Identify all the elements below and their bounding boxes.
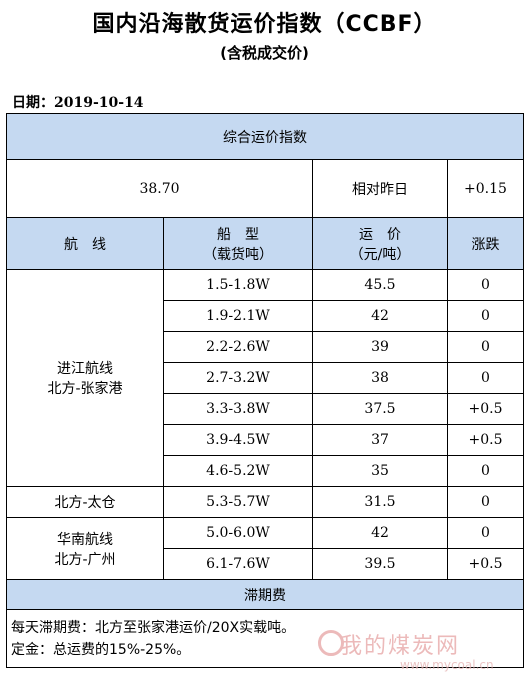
freight-price-cell: 42 xyxy=(312,517,448,549)
ship-header-line1: 船 型 xyxy=(217,226,259,243)
freight-price-cell: 37.5 xyxy=(312,393,448,425)
ship-type-cell: 2.7-3.2W xyxy=(163,362,313,394)
table-row: 4.6-5.2W 35 0 xyxy=(7,455,524,487)
page-subtitle: (含税成交价) xyxy=(220,44,309,62)
price-change-cell: 0 xyxy=(447,455,524,487)
page-title: 国内沿海散货运价指数（CCBF） xyxy=(92,12,437,37)
ship-type-cell: 5.0-6.0W xyxy=(163,517,313,549)
freight-price-cell: 35 xyxy=(312,455,448,487)
table-row: 6.1-7.6W 39.5 +0.5 xyxy=(7,548,524,580)
ship-type-cell: 3.3-3.8W xyxy=(163,393,313,425)
price-change-cell: 0 xyxy=(447,331,524,363)
freight-index-table: 综合运价指数 38.70 相对昨日 +0.15 航 线 船 型 （载货吨） 运 … xyxy=(6,113,524,668)
price-change-cell: 0 xyxy=(447,486,524,518)
table-row: 3.3-3.8W 37.5 +0.5 xyxy=(7,393,524,425)
ship-type-cell: 1.5-1.8W xyxy=(163,269,313,301)
route-name-line1: 华南航线 xyxy=(57,531,113,548)
route-name-line1: 进江航线 xyxy=(57,361,113,377)
freight-price-cell: 42 xyxy=(312,300,448,332)
ship-type-cell: 1.9-2.1W xyxy=(163,300,313,332)
column-header-route: 航 线 xyxy=(6,217,164,270)
ship-type-cell: 2.2-2.6W xyxy=(163,331,313,363)
composite-index-value: 38.70 xyxy=(6,159,313,218)
compare-label: 相对昨日 xyxy=(312,159,448,218)
freight-price-cell: 37 xyxy=(312,424,448,456)
route-name-line2: 北方-广州 xyxy=(54,551,116,568)
table-row: 华南航线 北方-广州 5.0-6.0W 42 0 xyxy=(6,517,524,580)
price-change-cell: 0 xyxy=(447,269,524,301)
demurrage-header: 滞期费 xyxy=(6,579,524,610)
price-header-line1: 运 价 xyxy=(359,226,401,243)
freight-price-cell: 39.5 xyxy=(312,548,448,580)
column-header-change: 涨跌 xyxy=(447,217,524,270)
table-row: 3.9-4.5W 37 +0.5 xyxy=(7,424,524,456)
composite-change: +0.15 xyxy=(447,159,524,218)
table-row: 北方-太仓 5.3-5.7W 31.5 0 xyxy=(6,486,524,518)
watermark-text: 我的煤炭网 xyxy=(340,634,461,659)
demurrage-line2: 定金：总运费的15%-25%。 xyxy=(11,641,191,658)
table-row: 2.7-3.2W 38 0 xyxy=(7,362,524,394)
ship-type-cell: 5.3-5.7W xyxy=(163,486,313,518)
freight-price-cell: 39 xyxy=(312,331,448,363)
freight-price-cell: 45.5 xyxy=(312,269,448,301)
ship-type-cell: 6.1-7.6W xyxy=(163,548,313,580)
ship-header-line2: （载货吨） xyxy=(203,246,273,263)
freight-price-cell: 31.5 xyxy=(312,486,448,518)
watermark-url: www.mycoal.cn xyxy=(400,658,494,672)
watermark: 我的煤炭网 www.mycoal.cn xyxy=(318,628,494,672)
watermark-logo-icon xyxy=(318,630,344,656)
column-header-price: 运 价 （元/吨） xyxy=(312,217,448,270)
route-name-cell: 进江航线北方-张家港 xyxy=(6,269,164,487)
composite-index-header: 综合运价指数 xyxy=(6,113,524,160)
ship-type-cell: 3.9-4.5W xyxy=(163,424,313,456)
table-row: 1.9-2.1W 42 0 xyxy=(7,300,524,332)
route-name-cell: 华南航线北方-广州 xyxy=(6,517,164,580)
price-header-line2: （元/吨） xyxy=(349,246,411,263)
route-name-cell: 北方-太仓 xyxy=(6,486,164,518)
table-row: 进江航线 北方-张家港 1.5-1.8W 45.5 0 xyxy=(6,269,524,487)
column-header-ship: 船 型 （载货吨） xyxy=(163,217,313,270)
price-change-cell: 0 xyxy=(447,517,524,549)
ship-type-cell: 4.6-5.2W xyxy=(163,455,313,487)
price-change-cell: +0.5 xyxy=(447,424,524,456)
price-change-cell: 0 xyxy=(447,300,524,332)
price-change-cell: 0 xyxy=(447,362,524,394)
freight-price-cell: 38 xyxy=(312,362,448,394)
price-change-cell: +0.5 xyxy=(447,548,524,580)
demurrage-line1: 每天滞期费：北方至张家港运价/20X实载吨。 xyxy=(11,619,296,636)
date-label: 日期：2019-10-14 xyxy=(12,95,144,111)
demurrage-note: 每天滞期费：北方至张家港运价/20X实载吨。 定金：总运费的15%-25%。 xyxy=(6,609,524,668)
route-name-line1: 北方-太仓 xyxy=(54,495,116,511)
route-name-line2: 北方-张家港 xyxy=(47,381,123,397)
price-change-cell: +0.5 xyxy=(447,393,524,425)
